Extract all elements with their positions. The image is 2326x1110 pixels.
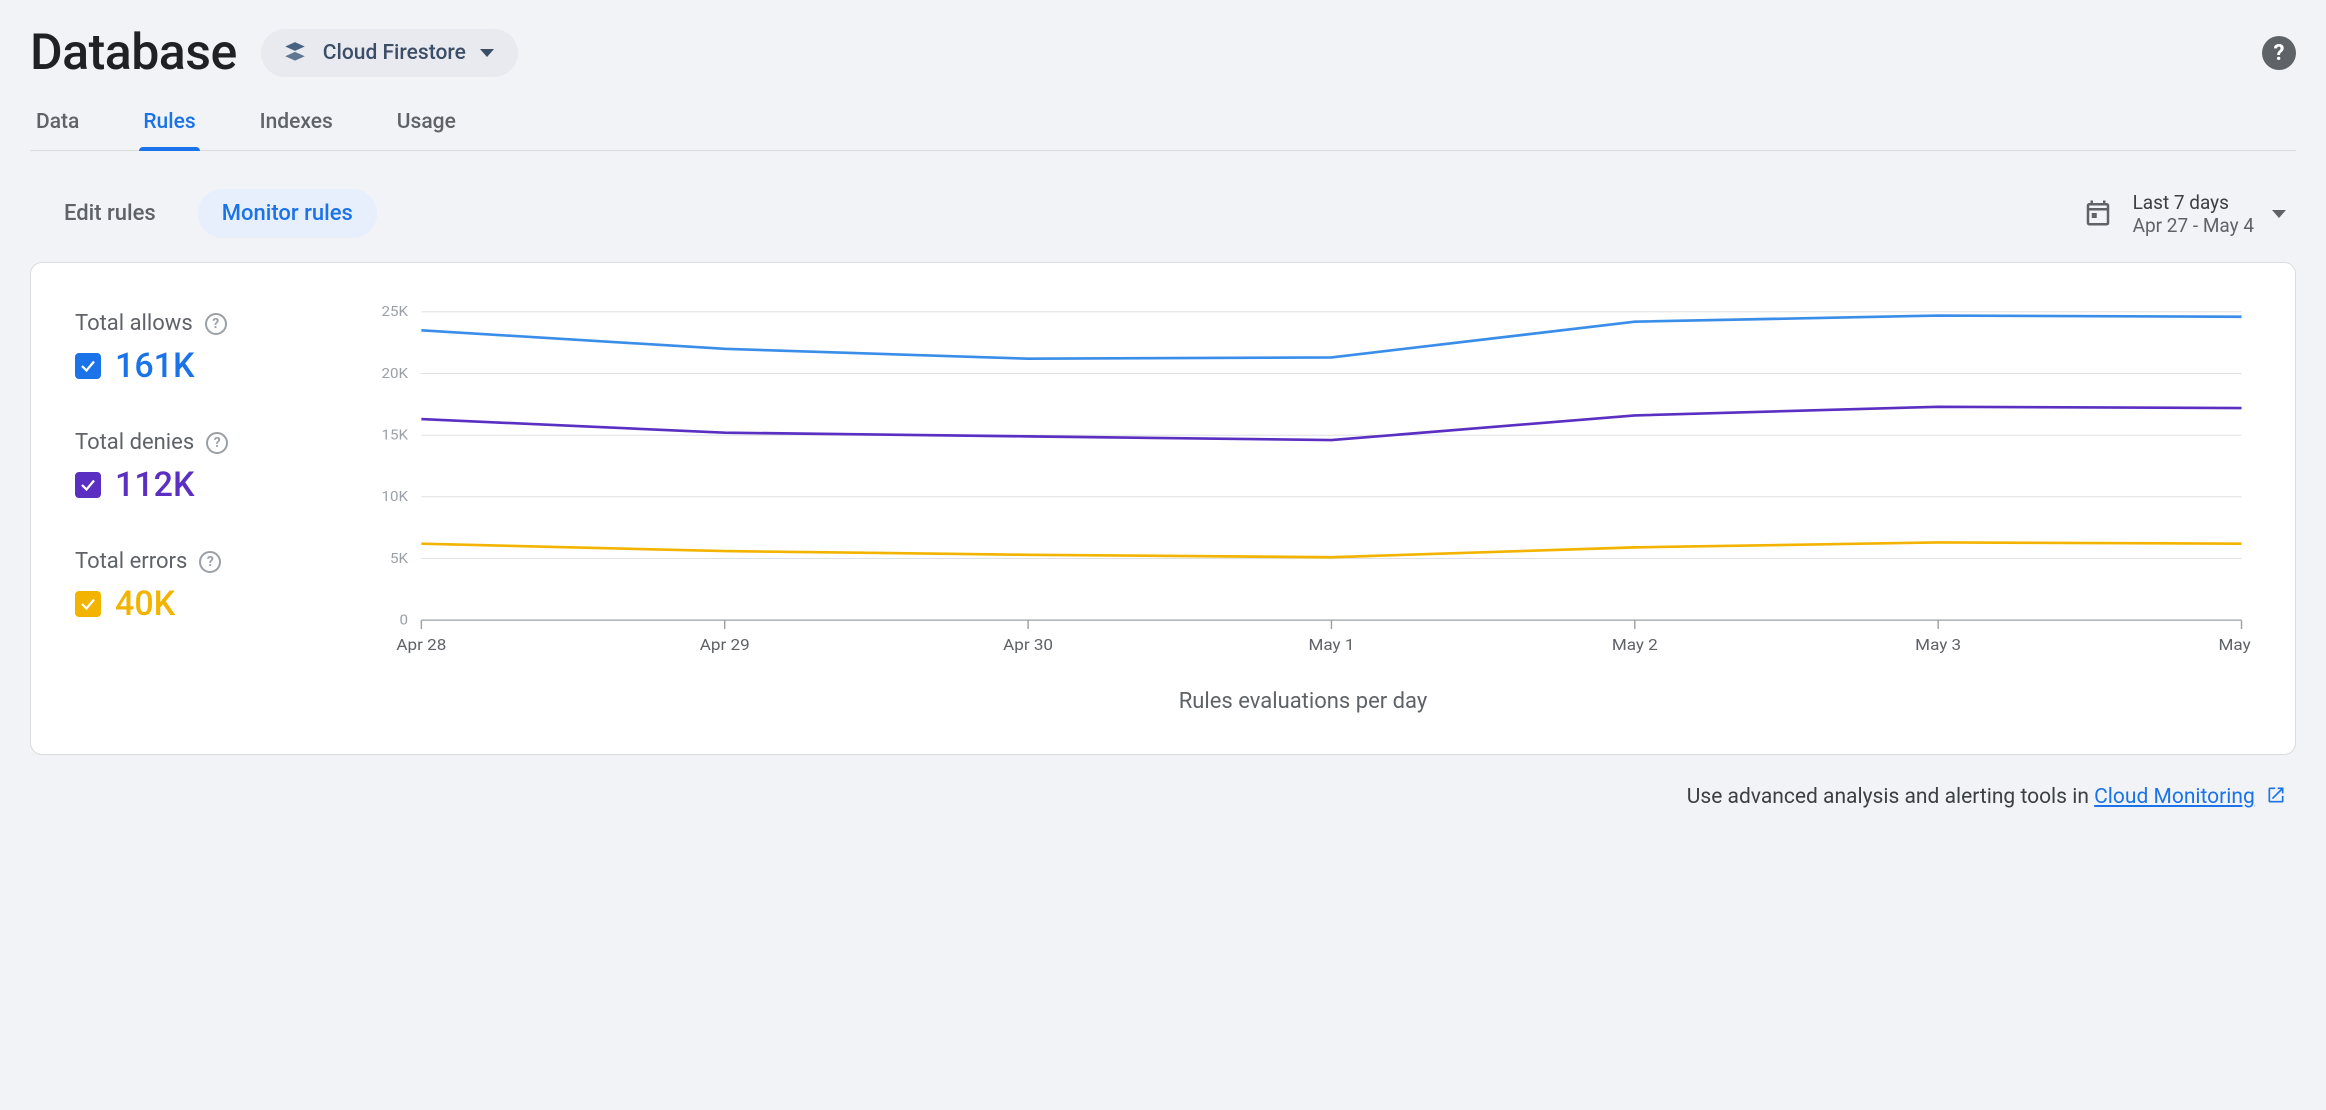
date-range-selector[interactable]: Last 7 days Apr 27 - May 4 [2083,191,2286,237]
main-tabs: Data Rules Indexes Usage [30,110,2296,151]
date-range-value: Apr 27 - May 4 [2133,214,2254,237]
svg-text:Apr 28: Apr 28 [396,637,446,655]
svg-text:10K: 10K [382,488,409,505]
legend-label: Total errors [75,549,187,574]
svg-text:Apr 29: Apr 29 [700,637,750,655]
svg-text:May 4: May 4 [2219,637,2251,655]
tab-rules[interactable]: Rules [141,110,197,150]
legend-item: Total allows? 161K [75,311,325,386]
firestore-icon [281,39,309,67]
legend-item: Total denies? 112K [75,430,325,505]
legend-label: Total denies [75,430,194,455]
database-selector[interactable]: Cloud Firestore [261,29,518,77]
legend-label: Total allows [75,311,193,336]
svg-text:May 3: May 3 [1915,637,1961,655]
external-link-icon [2266,785,2286,805]
svg-text:15K: 15K [382,426,409,443]
legend-value: 112K [115,465,194,505]
help-icon[interactable]: ? [205,313,227,335]
legend-value: 161K [115,346,194,386]
calendar-icon [2083,198,2115,230]
chevron-down-icon [2272,210,2286,218]
date-range-label: Last 7 days [2133,191,2254,214]
chart-title: Rules evaluations per day [355,689,2251,714]
svg-text:May 1: May 1 [1308,637,1354,655]
legend-item: Total errors? 40K [75,549,325,624]
footer-note: Use advanced analysis and alerting tools… [30,755,2296,813]
chart-card: Total allows?161KTotal denies?112KTotal … [30,262,2296,755]
help-button[interactable]: ? [2262,36,2296,70]
svg-text:Apr 30: Apr 30 [1003,637,1053,655]
chart-area: 0 5K 10K 15K 20K 25K Apr 28 Apr 29 Apr 30 May 1 Ma… [355,303,2251,714]
legend-checkbox[interactable] [75,353,101,379]
svg-text:25K: 25K [382,303,409,320]
tab-data[interactable]: Data [34,110,81,150]
subbar: Edit rules Monitor rules Last 7 days Apr … [30,151,2296,262]
legend-checkbox[interactable] [75,591,101,617]
subtab-edit-rules[interactable]: Edit rules [40,189,180,238]
svg-text:May 2: May 2 [1612,637,1658,655]
help-icon[interactable]: ? [206,432,228,454]
chevron-down-icon [480,49,494,57]
svg-text:5K: 5K [390,549,409,566]
legend-value: 40K [115,584,175,624]
database-selector-label: Cloud Firestore [323,41,466,65]
svg-text:20K: 20K [382,364,409,381]
cloud-monitoring-link[interactable]: Cloud Monitoring [2094,785,2255,809]
svg-text:0: 0 [400,611,409,628]
help-icon[interactable]: ? [199,551,221,573]
tab-indexes[interactable]: Indexes [258,110,335,150]
subtabs: Edit rules Monitor rules [40,189,377,238]
subtab-monitor-rules[interactable]: Monitor rules [198,189,377,238]
rules-evaluations-chart: 0 5K 10K 15K 20K 25K Apr 28 Apr 29 Apr 30 May 1 Ma… [355,303,2251,673]
chart-legend: Total allows?161KTotal denies?112KTotal … [75,303,325,714]
page-title: Database [30,24,237,82]
header: Database Cloud Firestore ? [30,24,2296,82]
footer-text: Use advanced analysis and alerting tools… [1687,785,2094,809]
tab-usage[interactable]: Usage [395,110,458,150]
legend-checkbox[interactable] [75,472,101,498]
